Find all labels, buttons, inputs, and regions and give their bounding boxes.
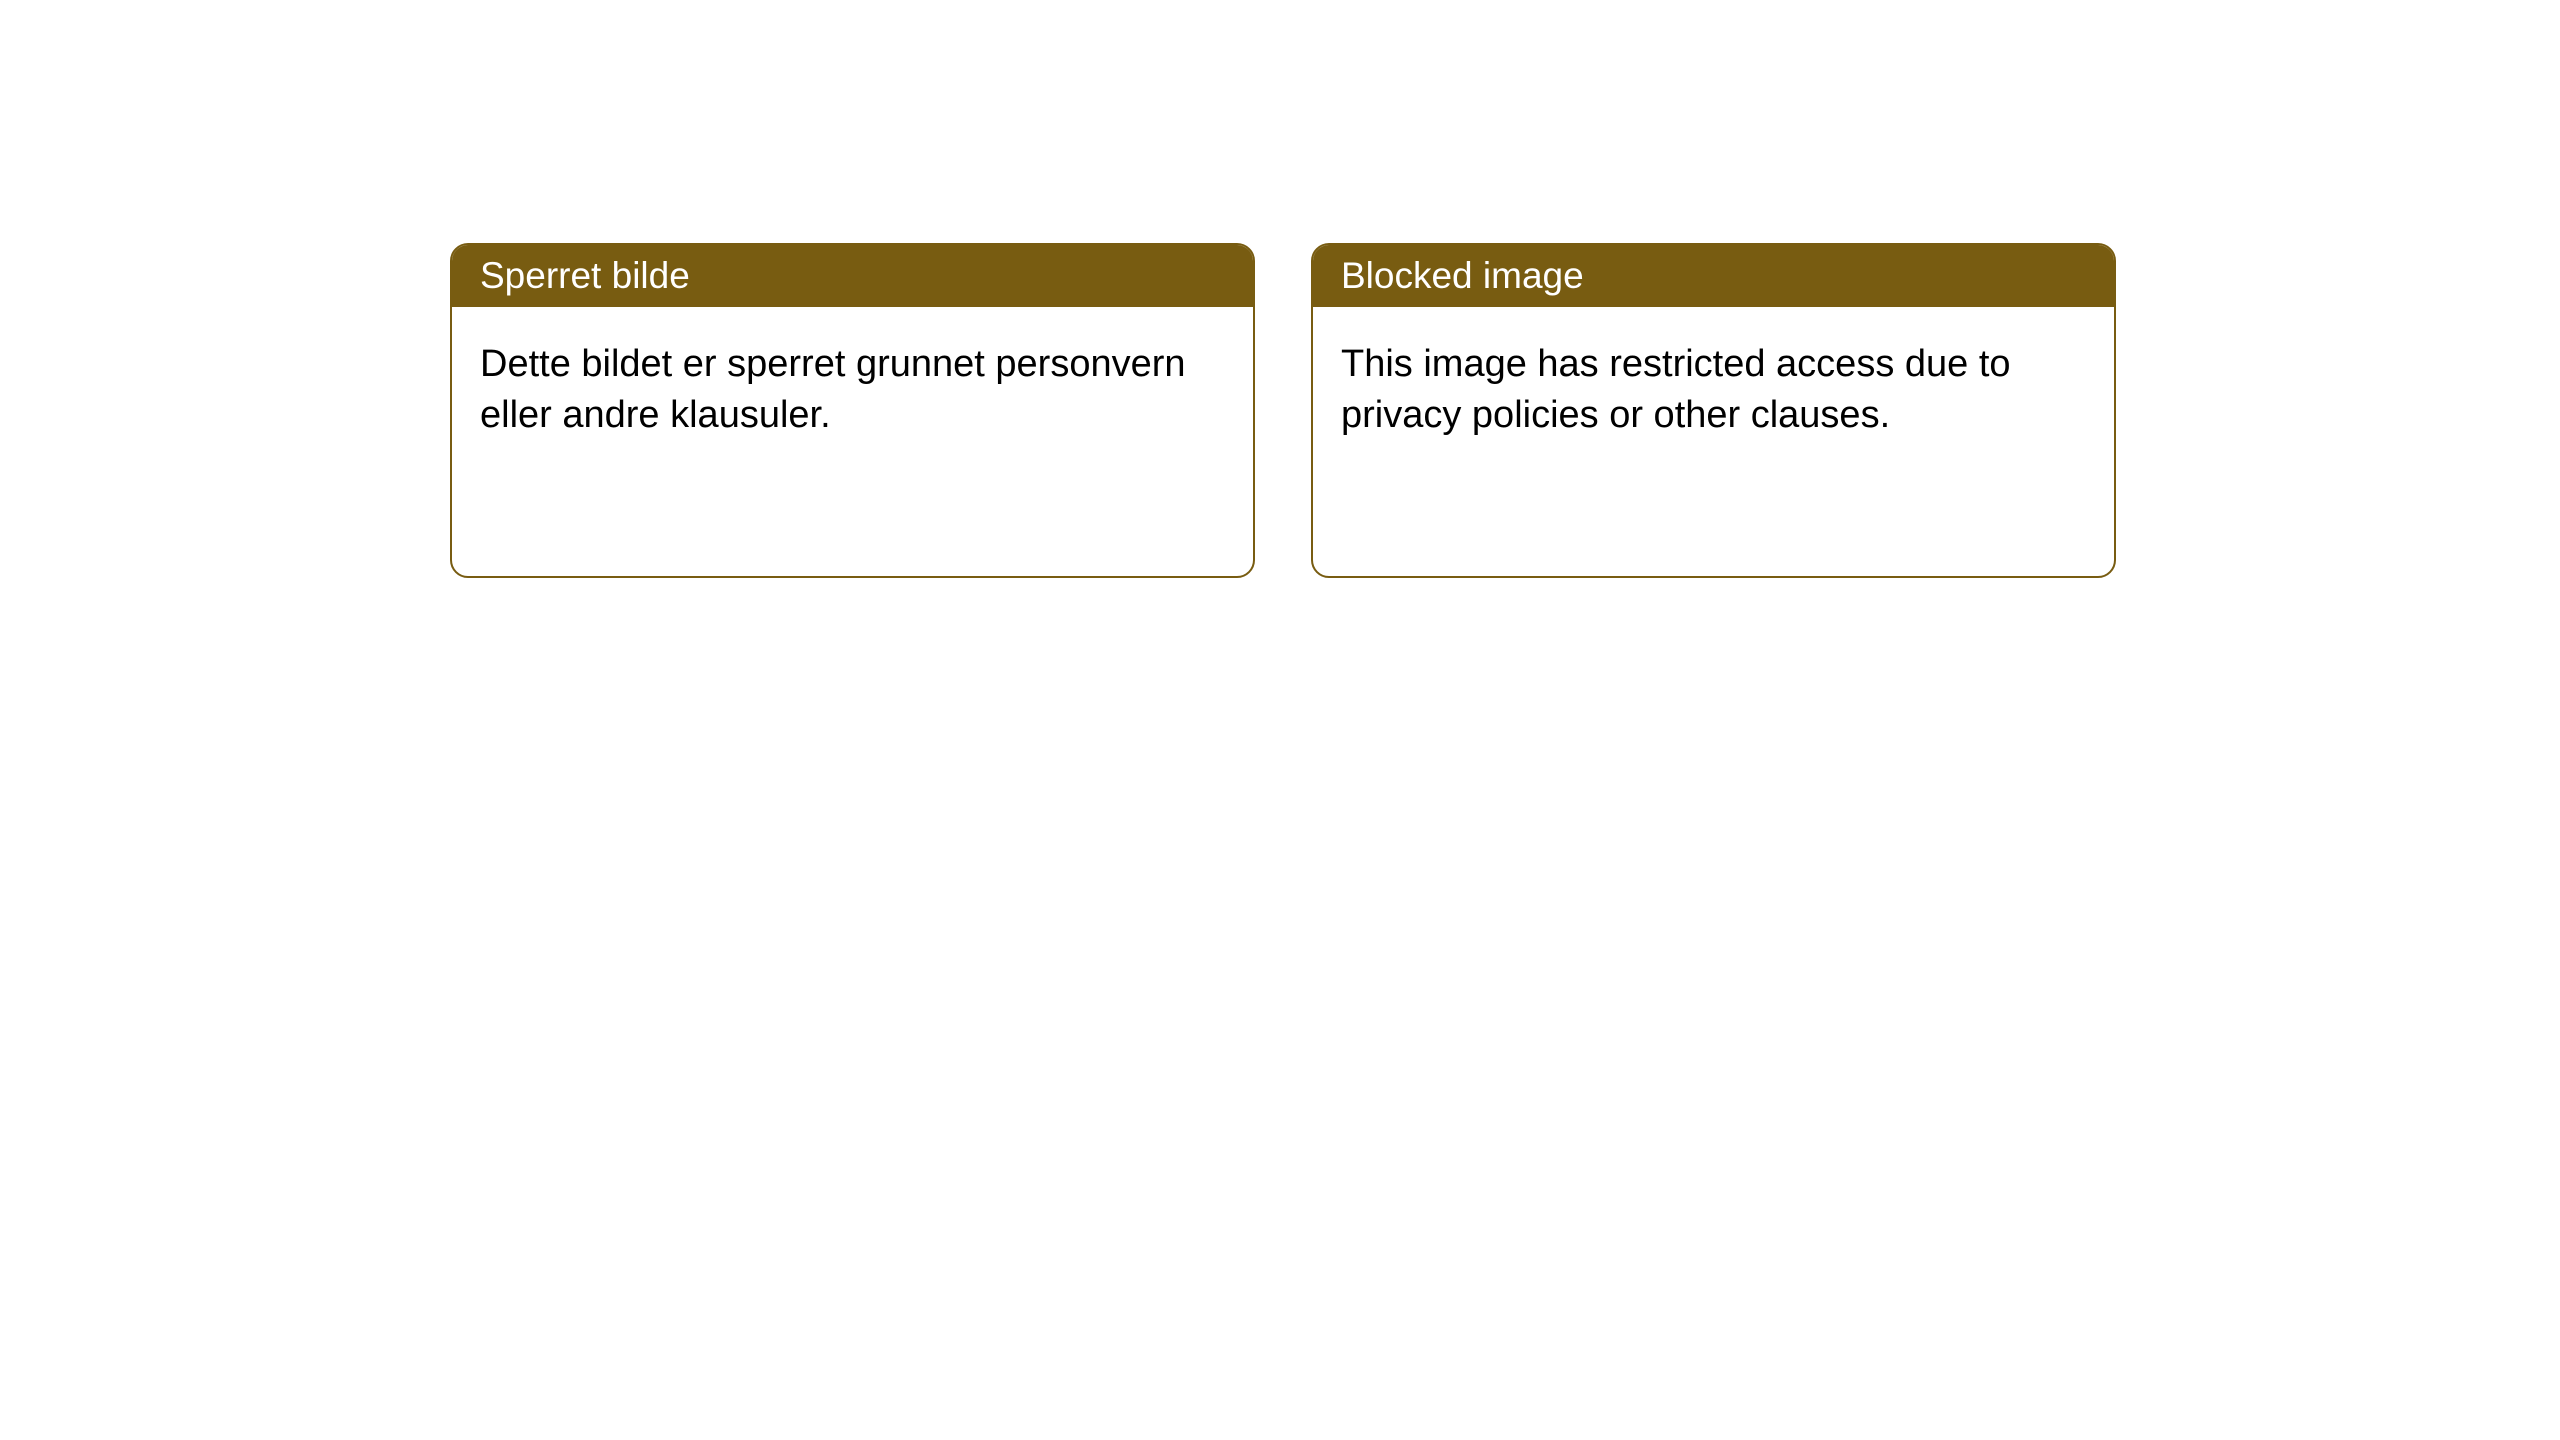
cards-container: Sperret bilde Dette bildet er sperret gr… xyxy=(450,243,2116,578)
card-title: Blocked image xyxy=(1341,255,1584,296)
blocked-image-card-en: Blocked image This image has restricted … xyxy=(1311,243,2116,578)
card-title: Sperret bilde xyxy=(480,255,690,296)
card-body-text: Dette bildet er sperret grunnet personve… xyxy=(480,343,1186,436)
card-header: Sperret bilde xyxy=(452,245,1253,307)
card-body: Dette bildet er sperret grunnet personve… xyxy=(452,307,1253,474)
card-body-text: This image has restricted access due to … xyxy=(1341,343,2011,436)
card-header: Blocked image xyxy=(1313,245,2114,307)
blocked-image-card-no: Sperret bilde Dette bildet er sperret gr… xyxy=(450,243,1255,578)
card-body: This image has restricted access due to … xyxy=(1313,307,2114,474)
